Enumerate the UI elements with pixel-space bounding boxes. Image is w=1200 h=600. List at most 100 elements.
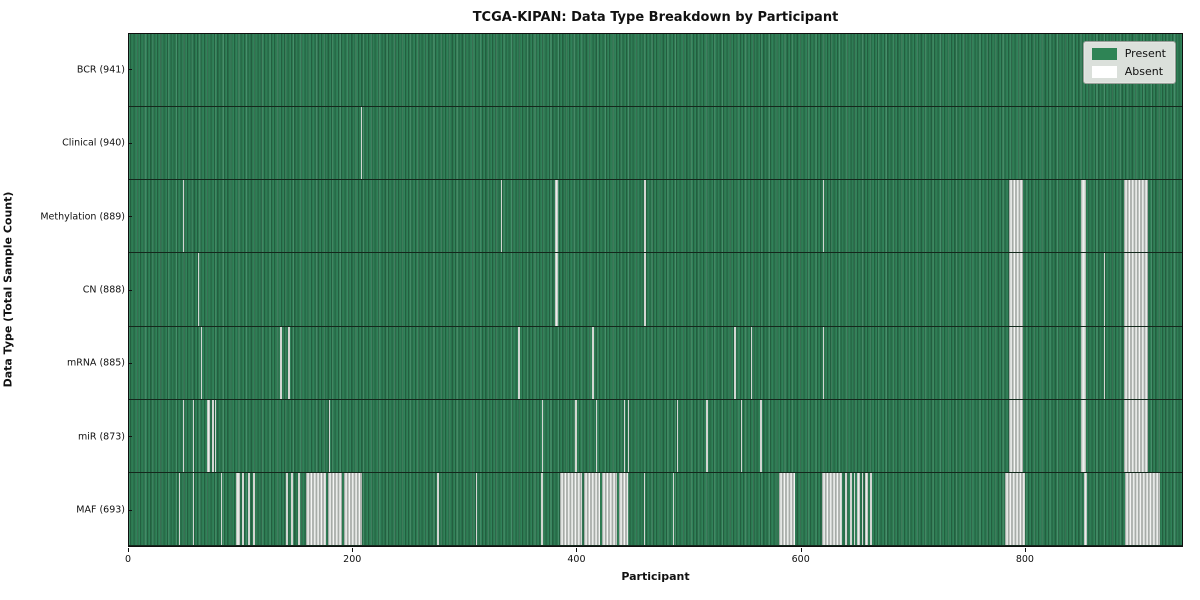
absent-stripe: [1081, 326, 1086, 399]
absent-stripe: [849, 472, 852, 545]
absent-stripe: [211, 399, 215, 472]
absent-stripe: [751, 326, 753, 399]
x-tick-label: 0: [124, 554, 132, 565]
x-tick-mark: [128, 548, 129, 552]
absent-stripe: [592, 326, 594, 399]
absent-stripe: [760, 399, 762, 472]
x-tick-label: 600: [791, 554, 810, 565]
absent-stripe: [861, 472, 864, 545]
absent-stripe: [1008, 253, 1024, 326]
row-cn: [129, 253, 1182, 327]
absent-stripe: [555, 180, 558, 253]
present-swatch: [1091, 47, 1117, 60]
x-tick-mark: [1024, 548, 1026, 552]
absent-stripe: [236, 472, 240, 545]
legend-label-absent: Absent: [1124, 65, 1164, 78]
absent-stripe: [1123, 326, 1149, 399]
absent-stripe: [182, 180, 184, 253]
absent-stripe: [200, 326, 202, 399]
absent-stripe: [857, 472, 860, 545]
y-tick-label: CN (888): [82, 284, 125, 296]
absent-stripe: [343, 472, 362, 545]
x-tick-mark: [576, 548, 578, 552]
row-bcr: [129, 34, 1182, 108]
absent-swatch: [1091, 65, 1117, 78]
absent-stripe: [540, 472, 544, 545]
absent-stripe: [305, 472, 326, 545]
absent-stripe: [291, 472, 294, 545]
y-axis-label: Data Type (Total Sample Count): [1, 191, 15, 388]
x-axis-label: Participant: [621, 570, 690, 583]
absent-stripe: [1103, 326, 1105, 399]
absent-stripe: [475, 472, 477, 545]
absent-stripe: [1123, 399, 1149, 472]
y-tick-mark: [128, 216, 132, 218]
absent-stripe: [672, 472, 674, 545]
legend: Present Absent: [1082, 41, 1176, 84]
y-tick-mark: [128, 142, 132, 144]
absent-stripe: [822, 180, 824, 253]
absent-stripe: [253, 472, 256, 545]
y-tick-label: Clinical (940): [62, 137, 125, 149]
absent-stripe: [643, 253, 646, 326]
absent-stripe: [595, 399, 598, 472]
absent-stripe: [706, 399, 708, 472]
x-tick-label: 200: [343, 554, 362, 565]
absent-stripe: [619, 472, 629, 545]
row-methylation: [129, 180, 1182, 254]
absent-stripe: [182, 399, 184, 472]
y-tick-mark: [128, 362, 132, 364]
absent-stripe: [207, 399, 210, 472]
x-tick-mark: [352, 548, 354, 552]
y-tick-label: MAF (693): [76, 504, 125, 516]
y-tick-mark: [128, 69, 132, 71]
row-maf: [129, 472, 1182, 546]
absent-stripe: [741, 399, 743, 472]
absent-stripe: [1081, 253, 1086, 326]
row-mir: [129, 399, 1182, 473]
absent-stripe: [623, 399, 626, 472]
absent-stripe: [436, 472, 439, 545]
absent-stripe: [1123, 253, 1149, 326]
absent-stripe: [555, 253, 558, 326]
absent-stripe: [220, 472, 222, 545]
absent-stripe: [643, 472, 646, 545]
y-tick-label: Methylation (889): [40, 211, 125, 223]
absent-stripe: [1081, 180, 1086, 253]
absent-stripe: [734, 326, 737, 399]
absent-stripe: [821, 472, 842, 545]
y-tick-mark: [128, 436, 132, 438]
absent-stripe: [602, 472, 617, 545]
absent-stripe: [584, 472, 601, 545]
absent-stripe: [854, 472, 856, 545]
absent-stripe: [575, 399, 578, 472]
absent-stripe: [1008, 180, 1024, 253]
absent-stripe: [192, 472, 195, 545]
absent-stripe: [643, 180, 646, 253]
absent-stripe: [1123, 180, 1149, 253]
y-tick-mark: [128, 289, 132, 291]
y-tick-label: BCR (941): [76, 64, 125, 76]
legend-label-present: Present: [1124, 47, 1166, 60]
absent-stripe: [628, 399, 630, 472]
absent-stripe: [1008, 399, 1024, 472]
absent-stripe: [845, 472, 848, 545]
absent-stripe: [328, 472, 342, 545]
chart-title: TCGA-KIPAN: Data Type Breakdown by Parti…: [472, 10, 839, 25]
y-tick-mark: [128, 509, 132, 511]
plot-area: Present Absent: [128, 33, 1183, 547]
row-clinical: [129, 107, 1182, 181]
x-tick-label: 800: [1015, 554, 1034, 565]
absent-stripe: [287, 326, 290, 399]
absent-stripe: [822, 326, 824, 399]
absent-stripe: [280, 326, 282, 399]
y-tick-label: mRNA (885): [66, 357, 125, 369]
absent-stripe: [1005, 472, 1026, 545]
absent-stripe: [1103, 253, 1105, 326]
x-tick-label: 400: [567, 554, 586, 565]
absent-stripe: [1081, 399, 1086, 472]
absent-stripe: [179, 472, 181, 545]
absent-stripe: [329, 399, 331, 472]
absent-stripe: [500, 180, 502, 253]
absent-stripe: [677, 399, 679, 472]
